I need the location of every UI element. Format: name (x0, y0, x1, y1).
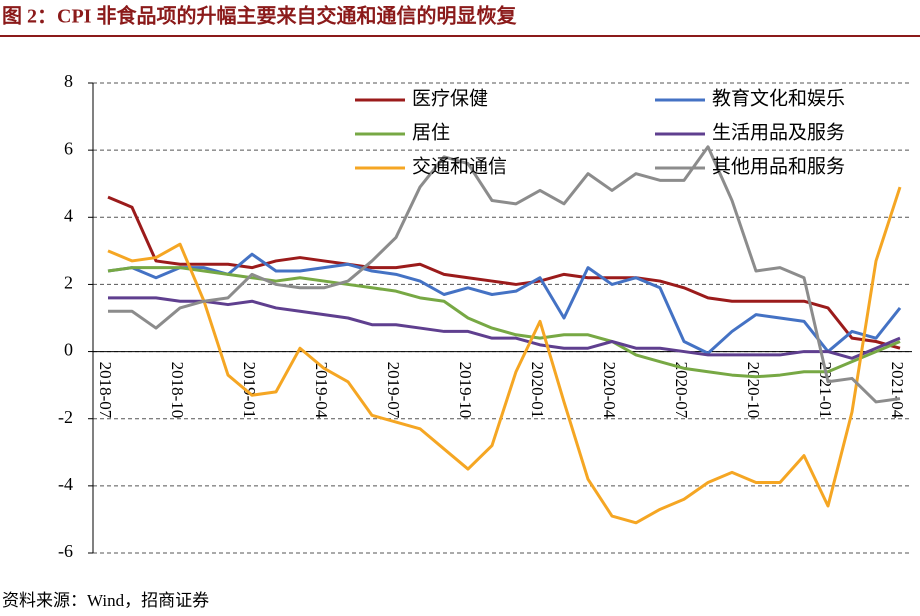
y-tick-label: 0 (64, 340, 73, 360)
series-line (107, 252, 902, 355)
x-tick-label: 2019-07 (384, 362, 403, 419)
series-line (107, 266, 901, 379)
y-tick-label: 6 (64, 138, 73, 158)
x-tick-label: 2021-01 (816, 362, 835, 419)
legend-label: 教育文化和娱乐 (712, 87, 845, 109)
legend-label: 生活用品及服务 (712, 121, 845, 143)
x-tick-label: 2020-01 (528, 362, 547, 419)
series-line (108, 145, 901, 404)
series-line (107, 186, 902, 525)
x-tick-label: 2020-07 (672, 362, 691, 419)
y-tick-label: 8 (64, 71, 73, 91)
x-tick-label: 2020-10 (744, 362, 763, 419)
y-tick-label: 4 (64, 205, 73, 225)
legend-label: 医疗保健 (412, 87, 488, 109)
y-tick-label: -4 (58, 474, 73, 494)
legend-label: 其他用品和服务 (712, 155, 845, 177)
legend-label: 交通和通信 (412, 155, 507, 177)
source-note: 资料来源：Wind，招商证券 (2, 591, 209, 610)
legend-label: 居住 (412, 121, 450, 143)
series-line (108, 296, 901, 360)
y-tick-label: 2 (64, 273, 73, 293)
chart-title: 图 2：CPI 非食品项的升幅主要来自交通和通信的明显恢复 (2, 4, 517, 28)
x-tick-label: 2019-04 (312, 362, 331, 419)
x-tick-label: 2021-04 (888, 362, 907, 419)
x-tick-label: 2018-10 (168, 362, 187, 419)
y-tick-label: -6 (58, 541, 73, 561)
x-tick-label: 2018-07 (96, 362, 115, 419)
x-tick-label: 2020-04 (600, 362, 619, 419)
y-tick-label: -2 (58, 407, 73, 427)
x-tick-label: 2019-10 (456, 362, 475, 419)
x-tick-label: 2019-01 (240, 362, 259, 419)
